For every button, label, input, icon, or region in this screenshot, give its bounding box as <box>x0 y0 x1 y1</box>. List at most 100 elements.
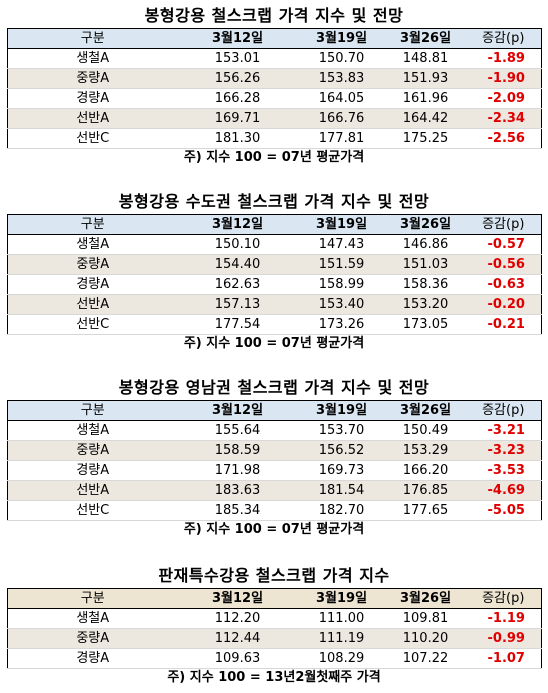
table-row: 선반A 183.63 181.54 176.85 -4.69 <box>7 480 542 501</box>
cell-value: 151.93 <box>385 68 466 89</box>
cell-value: 175.25 <box>385 128 466 149</box>
cell-category: 선반A <box>7 294 178 315</box>
cell-category: 경량A <box>7 274 178 295</box>
cell-value: 109.63 <box>177 648 298 669</box>
table-row: 중량A 112.44 111.19 110.20 -0.99 <box>7 628 542 649</box>
price-index-table: 구분 3월12일 3월19일 3월26일 증감(p) 생철A 112.20 11… <box>7 588 542 669</box>
cell-value: 155.64 <box>177 420 298 441</box>
cell-category: 생철A <box>7 608 178 629</box>
cell-change: -2.09 <box>465 88 542 109</box>
cell-value: 150.70 <box>297 48 386 69</box>
index-section-2: 봉형강용 수도권 철스크랩 가격 지수 및 전망 구분 3월12일 3월19일 … <box>0 192 548 353</box>
price-index-table: 구분 3월12일 3월19일 3월26일 증감(p) 생철A 153.01 15… <box>7 28 542 149</box>
cell-value: 148.81 <box>385 48 466 69</box>
table-row: 생철A 155.64 153.70 150.49 -3.21 <box>7 420 542 441</box>
cell-value: 110.20 <box>385 628 466 649</box>
cell-value: 183.63 <box>177 480 298 501</box>
cell-change: -3.53 <box>465 460 542 481</box>
cell-change: -1.07 <box>465 648 542 669</box>
header-category: 구분 <box>80 591 105 606</box>
cell-change: -3.23 <box>465 440 542 461</box>
section-title: 봉형강용 영남권 철스크랩 가격 지수 및 전망 <box>118 378 430 397</box>
cell-category: 생철A <box>7 234 178 255</box>
cell-change: -0.99 <box>465 628 542 649</box>
cell-category: 중량A <box>7 440 178 461</box>
cell-category: 중량A <box>7 628 178 649</box>
cell-category: 생철A <box>7 420 178 441</box>
table-row: 중량A 154.40 151.59 151.03 -0.56 <box>7 254 542 275</box>
table-row: 생철A 150.10 147.43 146.86 -0.57 <box>7 234 542 255</box>
header-change: 증감(p) <box>482 403 525 418</box>
cell-change: -1.90 <box>465 68 542 89</box>
cell-change: -0.20 <box>465 294 542 315</box>
header-category: 구분 <box>80 31 105 46</box>
cell-value: 177.54 <box>177 314 298 335</box>
cell-category: 중량A <box>7 254 178 275</box>
cell-value: 154.40 <box>177 254 298 275</box>
table-row: 경량A 162.63 158.99 158.36 -0.63 <box>7 274 542 295</box>
cell-value: 176.85 <box>385 480 466 501</box>
cell-value: 182.70 <box>297 500 386 521</box>
cell-value: 153.70 <box>297 420 386 441</box>
cell-value: 177.65 <box>385 500 466 521</box>
header-date-1: 3월12일 <box>211 403 264 418</box>
cell-value: 151.59 <box>297 254 386 275</box>
cell-category: 경량A <box>7 648 178 669</box>
table-row: 경량A 171.98 169.73 166.20 -3.53 <box>7 460 542 481</box>
header-date-2: 3월19일 <box>315 403 368 418</box>
cell-value: 150.10 <box>177 234 298 255</box>
cell-value: 158.59 <box>177 440 298 461</box>
header-change: 증감(p) <box>482 31 525 46</box>
cell-value: 156.26 <box>177 68 298 89</box>
cell-category: 선반C <box>7 128 178 149</box>
cell-value: 153.01 <box>177 48 298 69</box>
table-header-row: 구분 3월12일 3월19일 3월26일 증감(p) <box>7 28 542 49</box>
cell-value: 109.81 <box>385 608 466 629</box>
table-footnote: 주) 지수 100 = 07년 평균가격 <box>183 336 365 351</box>
cell-value: 111.00 <box>297 608 386 629</box>
cell-value: 153.29 <box>385 440 466 461</box>
cell-value: 181.30 <box>177 128 298 149</box>
cell-value: 107.22 <box>385 648 466 669</box>
cell-change: -0.21 <box>465 314 542 335</box>
cell-value: 157.13 <box>177 294 298 315</box>
cell-value: 169.73 <box>297 460 386 481</box>
header-change: 증감(p) <box>482 591 525 606</box>
table-row: 경량A 109.63 108.29 107.22 -1.07 <box>7 648 542 669</box>
table-header-row: 구분 3월12일 3월19일 3월26일 증감(p) <box>7 400 542 421</box>
table-row: 생철A 153.01 150.70 148.81 -1.89 <box>7 48 542 69</box>
cell-value: 164.05 <box>297 88 386 109</box>
cell-value: 151.03 <box>385 254 466 275</box>
cell-category: 중량A <box>7 68 178 89</box>
cell-value: 166.28 <box>177 88 298 109</box>
header-date-1: 3월12일 <box>211 591 264 606</box>
cell-category: 경량A <box>7 88 178 109</box>
header-date-3: 3월26일 <box>399 591 452 606</box>
cell-value: 162.63 <box>177 274 298 295</box>
cell-change: -4.69 <box>465 480 542 501</box>
cell-change: -1.89 <box>465 48 542 69</box>
cell-value: 158.36 <box>385 274 466 295</box>
cell-category: 경량A <box>7 460 178 481</box>
table-footnote: 주) 지수 100 = 07년 평균가격 <box>183 522 365 537</box>
table-header-row: 구분 3월12일 3월19일 3월26일 증감(p) <box>7 588 542 609</box>
cell-value: 181.54 <box>297 480 386 501</box>
header-date-2: 3월19일 <box>315 217 368 232</box>
cell-value: 112.44 <box>177 628 298 649</box>
price-index-table: 구분 3월12일 3월19일 3월26일 증감(p) 생철A 155.64 15… <box>7 400 542 521</box>
cell-value: 171.98 <box>177 460 298 481</box>
cell-category: 선반A <box>7 480 178 501</box>
cell-value: 173.26 <box>297 314 386 335</box>
header-category: 구분 <box>80 217 105 232</box>
cell-category: 선반C <box>7 314 178 335</box>
cell-value: 108.29 <box>297 648 386 669</box>
table-header-row: 구분 3월12일 3월19일 3월26일 증감(p) <box>7 214 542 235</box>
cell-category: 선반A <box>7 108 178 129</box>
header-date-3: 3월26일 <box>399 403 452 418</box>
cell-change: -0.63 <box>465 274 542 295</box>
section-title: 판재특수강용 철스크랩 가격 지수 <box>158 566 390 585</box>
table-row: 선반C 177.54 173.26 173.05 -0.21 <box>7 314 542 335</box>
cell-value: 150.49 <box>385 420 466 441</box>
section-title: 봉형강용 철스크랩 가격 지수 및 전망 <box>144 6 404 25</box>
cell-change: -1.19 <box>465 608 542 629</box>
